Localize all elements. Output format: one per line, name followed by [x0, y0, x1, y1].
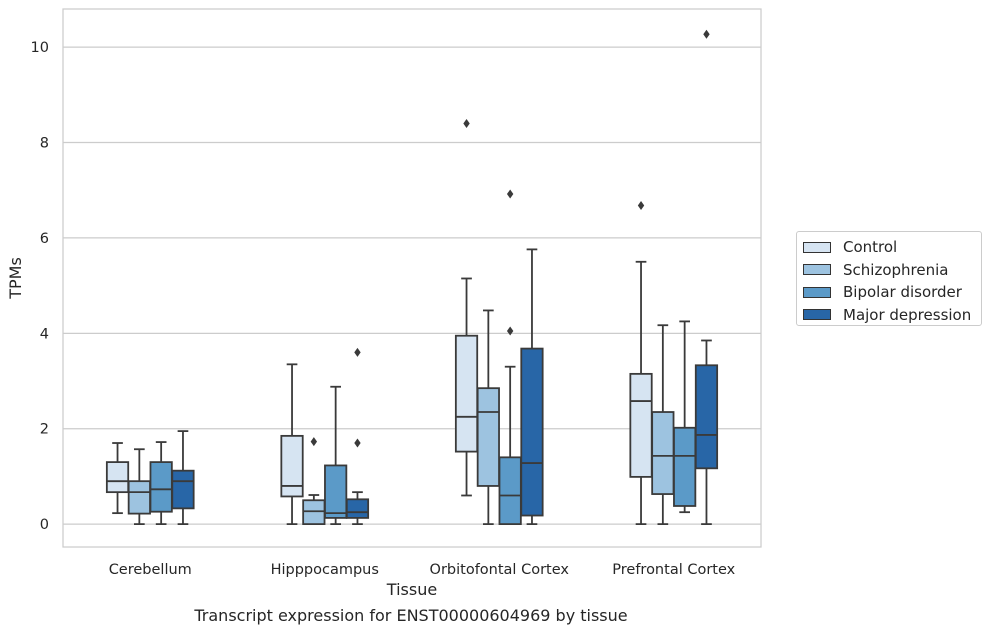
box [345, 498, 370, 519]
x-tick-label: Hipppocampus [271, 562, 379, 578]
box [629, 372, 653, 478]
y-tick-label: 4 [40, 326, 49, 342]
box [651, 411, 675, 495]
legend-swatch [803, 309, 831, 321]
y-tick-label: 0 [40, 517, 49, 533]
outlier-point [703, 29, 710, 39]
legend-label: Bipolar disorder [843, 283, 962, 302]
legend-item: Control [803, 236, 981, 259]
y-tick-label: 8 [40, 136, 49, 152]
y-tick-labels: 0 2 4 6 8 10 [31, 40, 49, 533]
x-tick-label: Prefrontal Cortex [612, 562, 735, 578]
x-axis-label: Tissue [386, 580, 437, 599]
box [694, 364, 719, 470]
outlier-point [354, 438, 361, 448]
legend: Control Schizophrenia Bipolar disorder Majo… [796, 231, 982, 326]
legend-item: Schizophrenia [803, 259, 981, 282]
chart-caption: Transcript expression for ENST0000060496… [194, 606, 628, 625]
legend-swatch [803, 286, 831, 298]
box [280, 434, 304, 498]
box-marks [105, 29, 719, 526]
outlier-point [354, 347, 361, 357]
legend-label: Control [843, 238, 898, 257]
box [127, 480, 151, 515]
legend-label: Major depression [843, 305, 972, 324]
box [454, 334, 479, 453]
legend-swatch [803, 241, 831, 253]
y-tick-label: 10 [31, 40, 49, 56]
legend-label: Schizophrenia [843, 260, 949, 279]
box [520, 347, 544, 517]
outlier-point [637, 201, 645, 211]
y-tick-label: 2 [40, 422, 49, 438]
box [324, 464, 348, 519]
box [476, 387, 500, 487]
legend-item: Major depression [803, 304, 981, 327]
box [149, 461, 173, 513]
outlier-point [463, 118, 470, 128]
x-tick-label: Orbitofontal Cortex [430, 562, 570, 578]
box [673, 426, 697, 507]
legend-item: Bipolar disorder [803, 281, 981, 304]
outlier-point [506, 189, 514, 199]
outlier-point [506, 326, 514, 336]
outlier-point [310, 437, 318, 447]
y-axis-label: TPMs [6, 257, 25, 300]
x-tick-labels: Cerebellum Hipppocampus Orbitofontal Corte… [109, 562, 736, 578]
x-tick-label: Cerebellum [109, 562, 192, 578]
legend-swatch [803, 264, 831, 276]
box [105, 461, 130, 494]
box [171, 469, 195, 510]
y-tick-label: 6 [40, 231, 49, 247]
box [302, 499, 326, 526]
box [498, 456, 522, 526]
